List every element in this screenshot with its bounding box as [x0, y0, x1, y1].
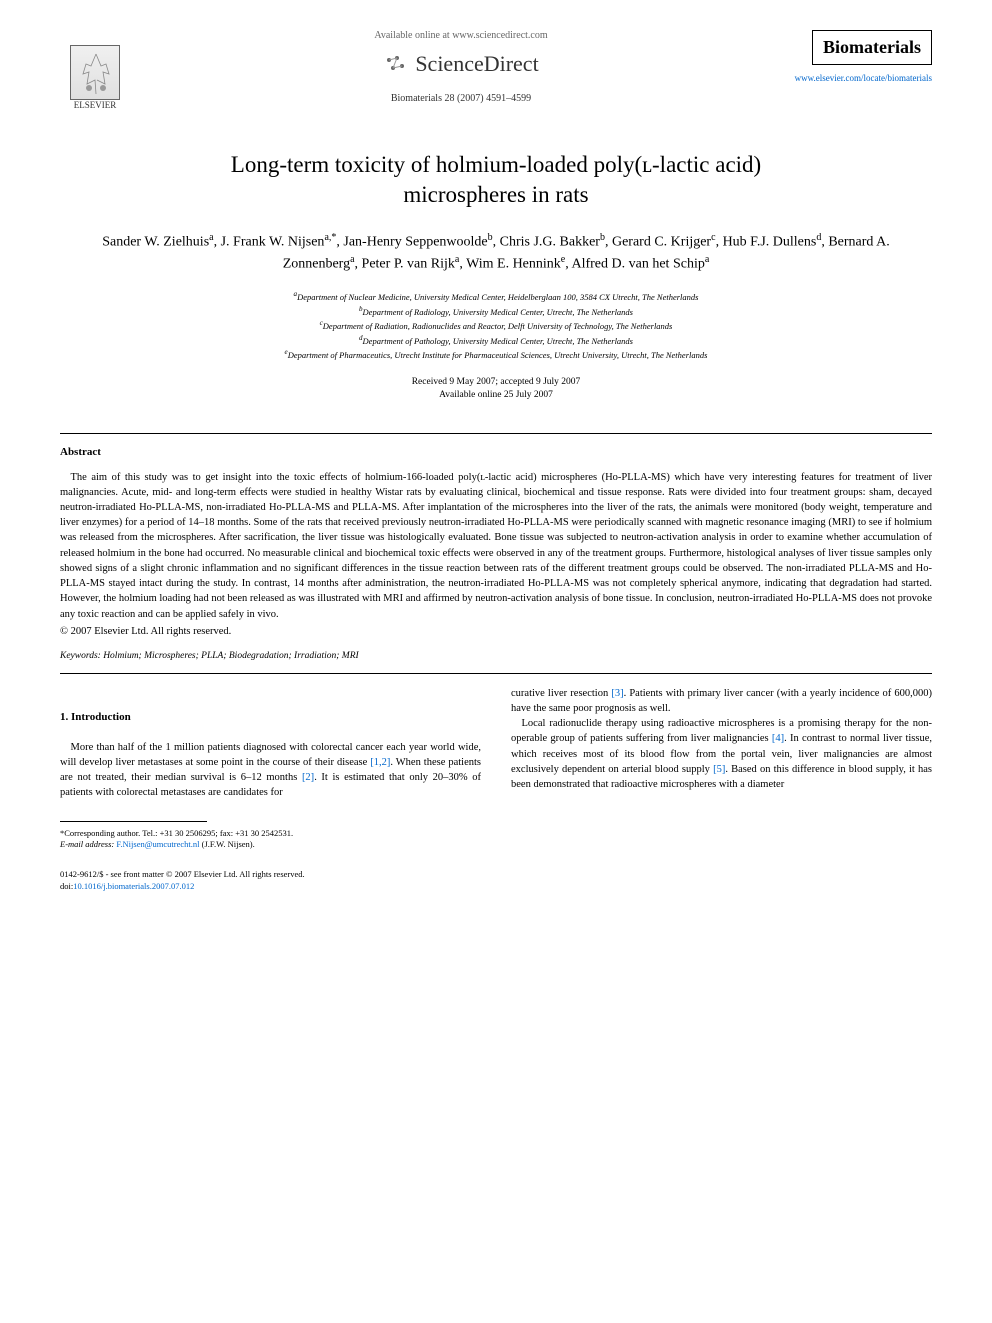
citation-text: Biomaterials 28 (2007) 4591–4599 [150, 93, 772, 104]
header-center: Available online at www.sciencedirect.co… [130, 30, 792, 104]
section-heading-introduction: 1. Introduction [60, 710, 481, 726]
journal-name: Biomaterials [812, 30, 932, 65]
column-right: curative liver resection [3]. Patients w… [511, 686, 932, 893]
elsevier-logo: ELSEVIER [60, 30, 130, 110]
issn-line: 0142-9612/$ - see front matter © 2007 El… [60, 869, 481, 881]
affiliation-a: aDepartment of Nuclear Medicine, Univers… [60, 289, 932, 304]
affiliation-c: cDepartment of Radiation, Radionuclides … [60, 318, 932, 333]
abstract-body: The aim of this study was to get insight… [60, 470, 932, 622]
ref-link-2[interactable]: [2] [302, 772, 314, 783]
ref-link-3[interactable]: [3] [611, 688, 623, 699]
author-list: Sander W. Zielhuisa, J. Frank W. Nijsena… [80, 230, 912, 275]
footer-copyright: 0142-9612/$ - see front matter © 2007 El… [60, 869, 481, 893]
elsevier-label: ELSEVIER [74, 100, 117, 110]
article-title: Long-term toxicity of holmium-loaded pol… [100, 150, 892, 210]
intro-paragraph-2: Local radionuclide therapy using radioac… [511, 716, 932, 792]
ref-link-1-2[interactable]: [1,2] [370, 757, 390, 768]
divider [60, 433, 932, 434]
doi-link[interactable]: 10.1016/j.biomaterials.2007.07.012 [73, 881, 194, 891]
email-link[interactable]: F.Nijsen@umcutrecht.nl [116, 839, 199, 849]
sciencedirect-brand: ScienceDirect [150, 51, 772, 77]
page-header: ELSEVIER Available online at www.science… [60, 30, 932, 110]
divider [60, 673, 932, 674]
affiliation-e: eDepartment of Pharmaceutics, Utrecht In… [60, 347, 932, 362]
corresponding-email-line: E-mail address: F.Nijsen@umcutrecht.nl (… [60, 839, 481, 851]
footnote-divider [60, 821, 207, 822]
journal-url[interactable]: www.elsevier.com/locate/biomaterials [792, 73, 932, 83]
available-online-text: Available online at www.sciencedirect.co… [150, 30, 772, 41]
corresponding-author-footnote: *Corresponding author. Tel.: +31 30 2506… [60, 828, 481, 852]
keywords-label: Keywords: [60, 651, 101, 661]
ref-link-4[interactable]: [4] [772, 733, 784, 744]
intro-paragraph-1: More than half of the 1 million patients… [60, 740, 481, 801]
keywords-value: Holmium; Microspheres; PLLA; Biodegradat… [103, 651, 359, 661]
abstract-heading: Abstract [60, 446, 932, 458]
title-line-2: microspheres in rats [403, 182, 588, 207]
title-line-1: Long-term toxicity of holmium-loaded pol… [231, 152, 761, 177]
affiliation-d: dDepartment of Pathology, University Med… [60, 333, 932, 348]
corresponding-phone-fax: *Corresponding author. Tel.: +31 30 2506… [60, 828, 481, 840]
ref-link-5[interactable]: [5] [713, 764, 725, 775]
elsevier-tree-icon [70, 45, 120, 100]
received-accepted-date: Received 9 May 2007; accepted 9 July 200… [60, 376, 932, 389]
affiliations: aDepartment of Nuclear Medicine, Univers… [60, 289, 932, 362]
body-columns: 1. Introduction More than half of the 1 … [60, 686, 932, 893]
sciencedirect-icon [383, 52, 407, 76]
abstract-copyright: © 2007 Elsevier Ltd. All rights reserved… [60, 626, 932, 637]
article-dates: Received 9 May 2007; accepted 9 July 200… [60, 376, 932, 403]
keywords: Keywords: Holmium; Microspheres; PLLA; B… [60, 651, 932, 661]
sciencedirect-text: ScienceDirect [415, 51, 538, 77]
intro-paragraph-1-cont: curative liver resection [3]. Patients w… [511, 686, 932, 716]
affiliation-b: bDepartment of Radiology, University Med… [60, 304, 932, 319]
doi-line: doi:10.1016/j.biomaterials.2007.07.012 [60, 881, 481, 893]
column-left: 1. Introduction More than half of the 1 … [60, 686, 481, 893]
available-online-date: Available online 25 July 2007 [60, 389, 932, 402]
journal-box: Biomaterials www.elsevier.com/locate/bio… [792, 30, 932, 83]
